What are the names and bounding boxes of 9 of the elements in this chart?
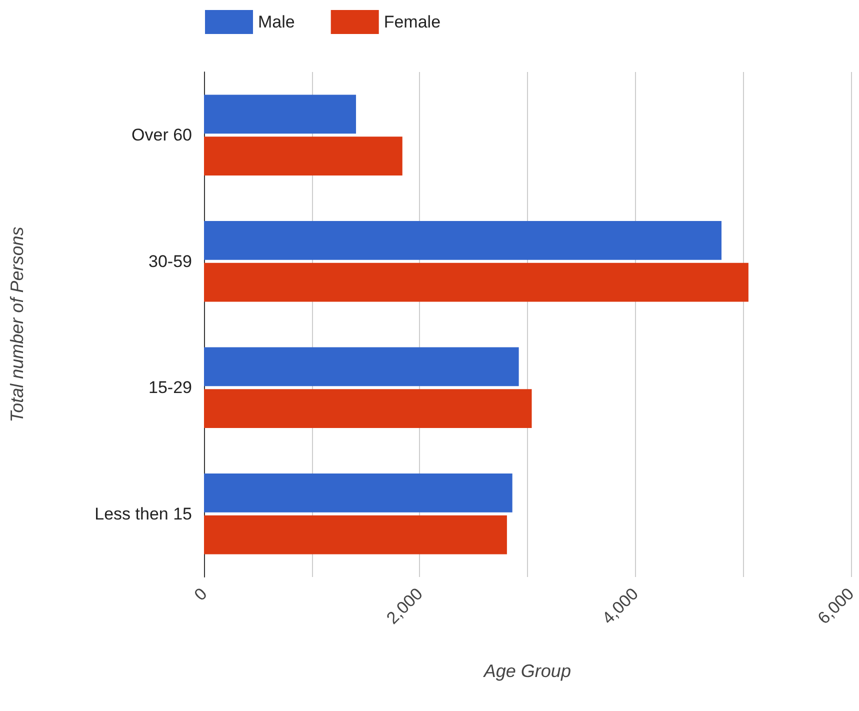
y-axis-title: Total number of Persons [7,226,27,422]
y-tick-label: 15-29 [148,378,192,398]
y-tick-label: Over 60 [132,126,192,145]
x-tick-label: 0 [190,584,211,604]
legend-label: Female [384,12,441,32]
y-tick-label: Less then 15 [94,504,192,524]
x-axis-title: Age Group [482,661,571,681]
legend-label: Male [258,12,295,32]
y-tick-label: 30-59 [148,252,192,271]
